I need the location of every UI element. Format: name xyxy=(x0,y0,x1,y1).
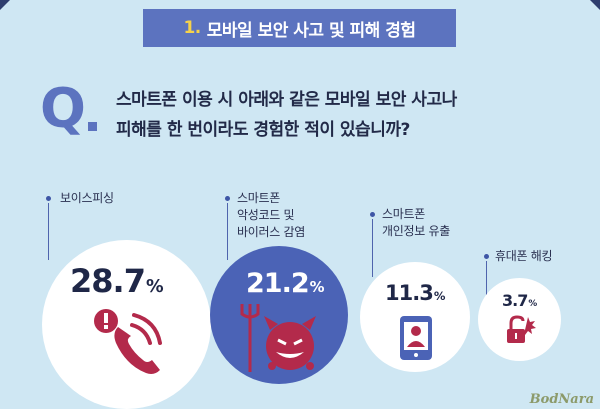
bubble-voice-phishing xyxy=(42,240,211,409)
bubble-hacking xyxy=(478,278,561,361)
corner-decoration-right xyxy=(590,0,600,10)
question-text: 스마트폰 이용 시 아래와 같은 모바일 보안 사고나 피해를 한 번이라도 경… xyxy=(116,85,586,145)
value-privacy-leak: 11.3% xyxy=(385,281,445,305)
item-label-privacy-leak: 스마트폰 개인정보 유출 xyxy=(382,207,450,238)
question-marker: Q xyxy=(40,77,86,140)
phone-warning-icon xyxy=(94,309,162,374)
corner-decoration-left xyxy=(0,0,10,10)
leader-line xyxy=(486,261,487,295)
item-label-voice-phishing: 보이스피싱 xyxy=(60,191,114,205)
label-dot xyxy=(46,196,51,201)
smartphone-user-icon xyxy=(400,316,432,360)
question-marker-dot xyxy=(88,122,97,131)
label-dot xyxy=(370,212,375,217)
item-label-malware: 스마트폰 악성코드 및 바이러스 감염 xyxy=(237,191,305,239)
value-hacking: 3.7% xyxy=(502,291,537,310)
value-malware: 21.2% xyxy=(246,268,324,299)
question-line: 피해를 한 번이라도 경험한 적이 있습니까? xyxy=(116,120,410,140)
value-voice-phishing: 28.7% xyxy=(70,262,164,300)
section-title: 모바일 보안 사고 및 피해 경험 xyxy=(206,20,416,41)
watermark-logo: BodNara xyxy=(529,392,594,407)
leader-line xyxy=(48,203,49,260)
question-line: 스마트폰 이용 시 아래와 같은 모바일 보안 사고나 xyxy=(116,90,457,110)
item-label-hacking: 휴대폰 해킹 xyxy=(495,249,553,263)
label-dot xyxy=(225,196,230,201)
devil-virus-icon xyxy=(240,304,316,372)
section-number: 1. xyxy=(183,18,201,38)
leader-line xyxy=(372,219,373,277)
section-title-banner: 1. 모바일 보안 사고 및 피해 경험 xyxy=(143,9,456,47)
broken-lock-icon xyxy=(507,315,536,343)
label-dot xyxy=(484,254,489,259)
leader-line xyxy=(227,203,228,260)
